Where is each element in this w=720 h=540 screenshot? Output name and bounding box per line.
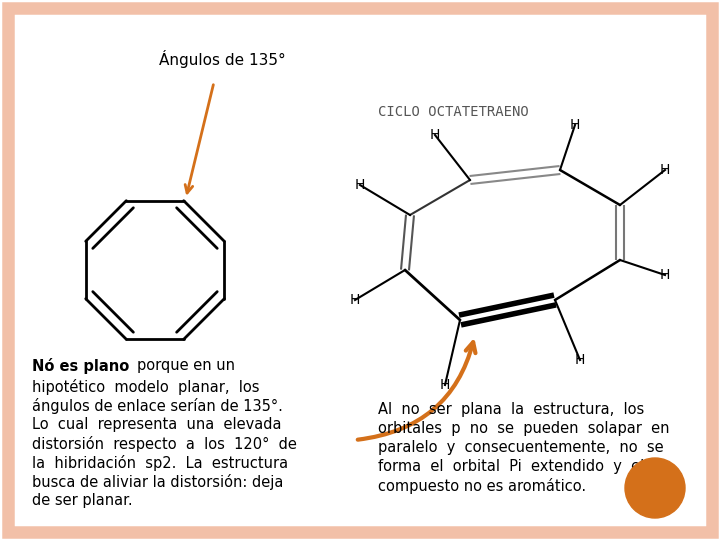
Text: porque en un: porque en un [137,358,235,373]
Text: CICLO OCTATETRAENO: CICLO OCTATETRAENO [378,105,528,119]
Text: compuesto no es aromático.: compuesto no es aromático. [378,478,586,494]
Text: H: H [430,128,440,142]
Text: H: H [575,353,585,367]
Text: H: H [440,378,450,392]
Text: hipotético  modelo  planar,  los: hipotético modelo planar, los [32,379,259,395]
Text: de ser planar.: de ser planar. [32,493,132,508]
Text: Lo  cual  representa  una  elevada: Lo cual representa una elevada [32,417,282,432]
Text: forma  el  orbital  Pi  extendido  y  el: forma el orbital Pi extendido y el [378,459,644,474]
Text: H: H [355,178,365,192]
Text: paralelo  y  consecuentemente,  no  se: paralelo y consecuentemente, no se [378,440,664,455]
Text: busca de aliviar la distorsión: deja: busca de aliviar la distorsión: deja [32,474,284,490]
Text: distorsión  respecto  a  los  120°  de: distorsión respecto a los 120° de [32,436,297,452]
Text: H: H [570,118,580,132]
Circle shape [625,458,685,518]
Text: Nó es plano: Nó es plano [32,358,130,374]
Text: orbitales  p  no  se  pueden  solapar  en: orbitales p no se pueden solapar en [378,421,670,436]
Text: Ángulos de 135°: Ángulos de 135° [158,50,285,68]
Text: la  hibridación  sp2.  La  estructura: la hibridación sp2. La estructura [32,455,288,471]
Text: H: H [660,163,670,177]
Text: H: H [660,268,670,282]
Text: ángulos de enlace serían de 135°.: ángulos de enlace serían de 135°. [32,398,283,414]
Text: H: H [350,293,360,307]
Text: Al  no  ser  plana  la  estructura,  los: Al no ser plana la estructura, los [378,402,644,417]
FancyArrowPatch shape [358,342,475,440]
